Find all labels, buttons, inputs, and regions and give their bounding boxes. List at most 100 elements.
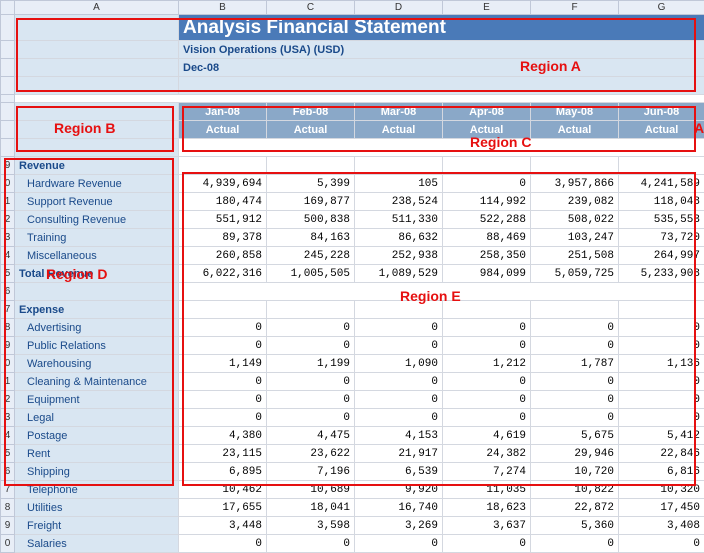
row-header[interactable]: 0 xyxy=(1,175,15,193)
data-cell[interactable]: 0 xyxy=(267,373,355,391)
data-cell[interactable]: 258,350 xyxy=(443,247,531,265)
row-header[interactable]: 6 xyxy=(1,283,15,301)
data-cell[interactable]: 17,450 xyxy=(619,499,704,517)
data-cell[interactable]: 260,858 xyxy=(179,247,267,265)
data-cell[interactable]: 0 xyxy=(443,337,531,355)
data-cell[interactable]: 5,412 xyxy=(619,427,704,445)
data-cell[interactable]: 3,957,866 xyxy=(531,175,619,193)
row-header[interactable]: 8 xyxy=(1,319,15,337)
data-cell[interactable] xyxy=(355,301,443,319)
row-header[interactable]: 9 xyxy=(1,337,15,355)
data-cell[interactable]: 239,082 xyxy=(531,193,619,211)
data-cell[interactable]: 7,196 xyxy=(267,463,355,481)
data-cell[interactable] xyxy=(531,301,619,319)
data-cell[interactable]: 0 xyxy=(267,391,355,409)
data-cell[interactable]: 0 xyxy=(443,373,531,391)
data-cell[interactable]: 251,508 xyxy=(531,247,619,265)
data-cell[interactable]: 103,247 xyxy=(531,229,619,247)
row-header[interactable] xyxy=(1,95,15,103)
data-cell[interactable]: 0 xyxy=(267,535,355,553)
col-header[interactable]: A xyxy=(15,1,179,15)
data-cell[interactable]: 0 xyxy=(179,391,267,409)
col-header[interactable]: G xyxy=(619,1,704,15)
data-cell[interactable]: 0 xyxy=(443,409,531,427)
data-cell[interactable]: 500,838 xyxy=(267,211,355,229)
data-cell[interactable]: 21,917 xyxy=(355,445,443,463)
data-cell[interactable]: 522,288 xyxy=(443,211,531,229)
data-cell[interactable]: 0 xyxy=(179,337,267,355)
data-cell[interactable]: 89,378 xyxy=(179,229,267,247)
row-header[interactable] xyxy=(1,59,15,77)
data-cell[interactable]: 84,163 xyxy=(267,229,355,247)
data-cell[interactable]: 245,228 xyxy=(267,247,355,265)
data-cell[interactable]: 10,320 xyxy=(619,481,704,499)
data-cell[interactable]: 0 xyxy=(619,535,704,553)
data-cell[interactable]: 4,475 xyxy=(267,427,355,445)
row-header[interactable] xyxy=(1,77,15,95)
data-cell[interactable]: 29,946 xyxy=(531,445,619,463)
data-cell[interactable]: 0 xyxy=(531,373,619,391)
data-cell[interactable]: 5,399 xyxy=(267,175,355,193)
data-cell[interactable]: 0 xyxy=(179,535,267,553)
data-cell[interactable]: 1,212 xyxy=(443,355,531,373)
data-cell[interactable]: 535,553 xyxy=(619,211,704,229)
data-cell[interactable]: 10,462 xyxy=(179,481,267,499)
data-cell[interactable]: 551,912 xyxy=(179,211,267,229)
data-cell[interactable]: 4,380 xyxy=(179,427,267,445)
row-header[interactable]: 0 xyxy=(1,355,15,373)
data-cell[interactable] xyxy=(619,157,704,175)
row-header[interactable]: 9 xyxy=(1,157,15,175)
data-cell[interactable]: 0 xyxy=(619,409,704,427)
row-header[interactable]: 8 xyxy=(1,499,15,517)
data-cell[interactable]: 0 xyxy=(355,391,443,409)
data-cell[interactable]: 24,382 xyxy=(443,445,531,463)
col-header[interactable]: B xyxy=(179,1,267,15)
data-cell[interactable]: 0 xyxy=(355,337,443,355)
row-header[interactable]: 5 xyxy=(1,445,15,463)
data-cell[interactable]: 10,689 xyxy=(267,481,355,499)
data-cell[interactable]: 10,822 xyxy=(531,481,619,499)
data-cell[interactable]: 0 xyxy=(179,409,267,427)
data-cell[interactable]: 0 xyxy=(531,337,619,355)
data-cell[interactable]: 252,938 xyxy=(355,247,443,265)
data-cell[interactable]: 0 xyxy=(443,175,531,193)
data-cell[interactable]: 23,115 xyxy=(179,445,267,463)
data-cell[interactable]: 22,872 xyxy=(531,499,619,517)
data-cell[interactable]: 5,675 xyxy=(531,427,619,445)
data-cell[interactable]: 511,330 xyxy=(355,211,443,229)
data-cell[interactable]: 0 xyxy=(443,319,531,337)
data-cell[interactable]: 11,035 xyxy=(443,481,531,499)
data-cell[interactable]: 1,090 xyxy=(355,355,443,373)
data-cell[interactable] xyxy=(179,301,267,319)
data-cell[interactable]: 0 xyxy=(443,535,531,553)
col-header[interactable]: C xyxy=(267,1,355,15)
row-header[interactable]: 2 xyxy=(1,391,15,409)
data-cell[interactable]: 0 xyxy=(531,391,619,409)
data-cell[interactable]: 0 xyxy=(267,319,355,337)
row-header[interactable]: 7 xyxy=(1,301,15,319)
data-cell[interactable] xyxy=(355,157,443,175)
data-cell[interactable]: 114,992 xyxy=(443,193,531,211)
data-cell[interactable]: 23,622 xyxy=(267,445,355,463)
row-header[interactable]: 2 xyxy=(1,211,15,229)
data-cell[interactable]: 1,199 xyxy=(267,355,355,373)
data-cell[interactable]: 1,089,529 xyxy=(355,265,443,283)
data-cell[interactable]: 0 xyxy=(355,319,443,337)
data-cell[interactable]: 9,920 xyxy=(355,481,443,499)
data-cell[interactable]: 1,149 xyxy=(179,355,267,373)
data-cell[interactable]: 4,939,694 xyxy=(179,175,267,193)
data-cell[interactable]: 0 xyxy=(443,391,531,409)
row-header[interactable]: 5 xyxy=(1,265,15,283)
row-header[interactable] xyxy=(1,121,15,139)
data-cell[interactable]: 169,877 xyxy=(267,193,355,211)
data-cell[interactable]: 4,153 xyxy=(355,427,443,445)
row-header[interactable]: 3 xyxy=(1,409,15,427)
data-cell[interactable]: 10,720 xyxy=(531,463,619,481)
data-cell[interactable]: 0 xyxy=(355,409,443,427)
row-header[interactable] xyxy=(1,41,15,59)
col-header[interactable]: F xyxy=(531,1,619,15)
data-cell[interactable]: 7,274 xyxy=(443,463,531,481)
data-cell[interactable]: 105 xyxy=(355,175,443,193)
data-cell[interactable] xyxy=(531,157,619,175)
data-cell[interactable]: 0 xyxy=(619,319,704,337)
